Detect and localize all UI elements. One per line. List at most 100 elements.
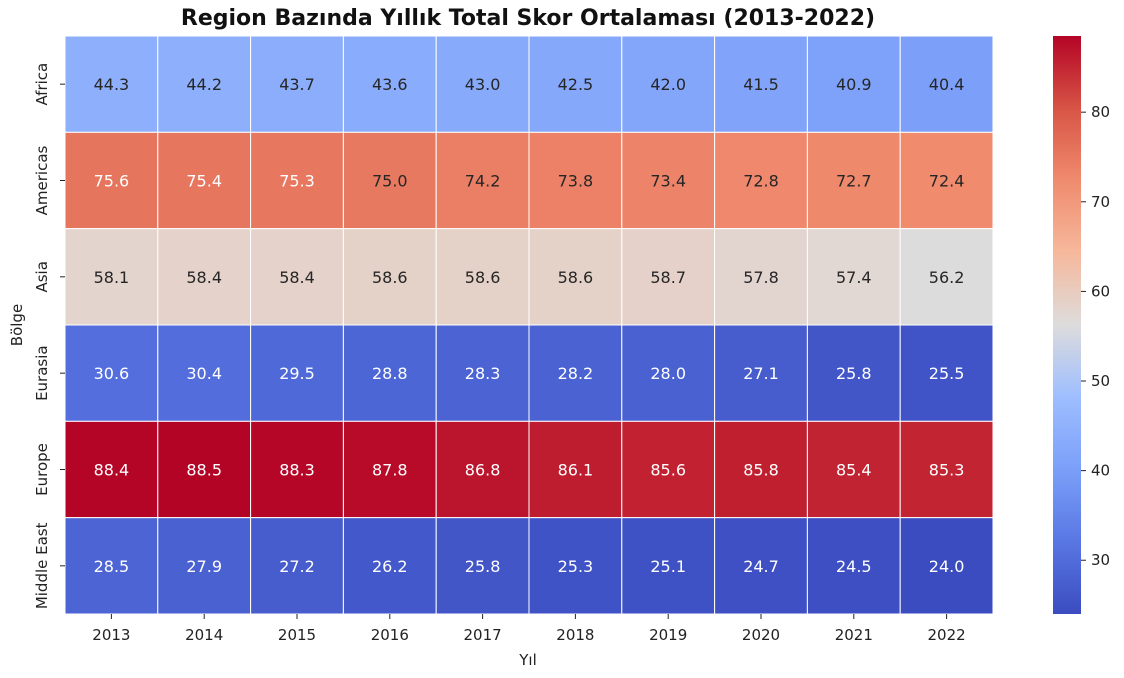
cell-value-label: 86.1 <box>558 461 594 480</box>
heatmap-cell-europe-2018 <box>528 420 623 519</box>
cell-value-label: 28.3 <box>465 364 501 383</box>
heatmap-cells <box>64 35 994 615</box>
cell-value-label: 44.3 <box>94 75 130 94</box>
heatmap-cell-asia-2017 <box>435 228 530 326</box>
heatmap-cell-americas-2021 <box>806 131 901 230</box>
heatmap-cell-asia-2019 <box>621 228 716 326</box>
heatmap-cell-middle-east-2013 <box>64 517 159 615</box>
cell-value-label: 85.3 <box>929 461 965 480</box>
heatmap-cell-europe-2017 <box>435 420 530 519</box>
cell-value-label: 43.6 <box>372 75 408 94</box>
cell-value-label: 25.1 <box>650 557 686 576</box>
cell-value-label: 85.4 <box>836 461 872 480</box>
y-tick-label: Asia <box>33 261 51 292</box>
heatmap-cell-eurasia-2019 <box>621 324 716 422</box>
cell-value-label: 25.8 <box>465 557 501 576</box>
cell-value-label: 73.8 <box>558 172 594 191</box>
heatmap-cell-africa-2014 <box>157 35 252 133</box>
y-axis-ticks: Africa Americas Asia Eurasia Europe Middle Ea… <box>33 63 65 609</box>
cell-value-label: 58.6 <box>465 268 501 287</box>
heatmap-cell-asia-2020 <box>714 228 808 326</box>
cell-value-label: 25.5 <box>929 364 965 383</box>
heatmap-cell-europe-2020 <box>714 420 808 519</box>
heatmap-cell-americas-2017 <box>435 131 530 230</box>
heatmap-cell-asia-2022 <box>899 228 994 326</box>
x-axis-ticks: 2013 2014 2015 2016 2017 2018 2019 2020 2021 2022 <box>92 614 966 644</box>
cell-value-label: 72.8 <box>743 172 779 191</box>
cell-value-label: 88.3 <box>279 461 315 480</box>
x-tick-label: 2018 <box>556 626 594 644</box>
cell-value-label: 44.2 <box>186 75 222 94</box>
heatmap-cell-europe-2021 <box>806 420 901 519</box>
cell-value-label: 75.3 <box>279 172 315 191</box>
heatmap-cell-middle-east-2018 <box>528 517 623 615</box>
cell-value-label: 28.5 <box>94 557 130 576</box>
cell-value-label: 27.2 <box>279 557 315 576</box>
heatmap-cell-africa-2015 <box>250 35 344 133</box>
heatmap-cell-middle-east-2021 <box>806 517 901 615</box>
heatmap-cell-americas-2014 <box>157 131 252 230</box>
y-tick-label: Eurasia <box>33 345 51 401</box>
y-tick-label: Americas <box>33 145 51 215</box>
cell-value-label: 58.4 <box>186 268 222 287</box>
cell-value-label: 28.0 <box>650 364 686 383</box>
colorbar-tick-label: 40 <box>1091 462 1110 480</box>
cell-value-label: 57.4 <box>836 268 872 287</box>
cell-value-label: 27.9 <box>186 557 222 576</box>
heatmap-cell-asia-2014 <box>157 228 252 326</box>
cell-value-label: 24.7 <box>743 557 779 576</box>
cell-value-label: 85.8 <box>743 461 779 480</box>
y-tick-label: Europe <box>33 443 51 496</box>
x-tick-label: 2015 <box>278 626 316 644</box>
cell-value-label: 58.7 <box>650 268 686 287</box>
heatmap-cell-americas-2016 <box>342 131 437 230</box>
cell-value-labels: 44.3 44.2 43.7 43.6 43.0 42.5 42.0 41.5 40.9 40.4… <box>94 75 965 576</box>
cell-value-label: 58.4 <box>279 268 315 287</box>
cell-value-label: 29.5 <box>279 364 315 383</box>
heatmap-cell-eurasia-2022 <box>899 324 994 422</box>
heatmap-cell-africa-2020 <box>714 35 808 133</box>
heatmap-cell-africa-2018 <box>528 35 623 133</box>
cell-value-label: 25.8 <box>836 364 872 383</box>
heatmap-cell-africa-2022 <box>899 35 994 133</box>
heatmap-cell-europe-2015 <box>250 420 344 519</box>
cell-value-label: 24.5 <box>836 557 872 576</box>
cell-value-label: 72.4 <box>929 172 965 191</box>
cell-value-label: 58.6 <box>558 268 594 287</box>
x-tick-label: 2014 <box>185 626 223 644</box>
heatmap-cell-americas-2015 <box>250 131 344 230</box>
colorbar-tick-label: 80 <box>1091 103 1110 121</box>
cell-value-label: 42.5 <box>558 75 594 94</box>
y-tick-label: Africa <box>33 63 51 106</box>
heatmap-cell-americas-2022 <box>899 131 994 230</box>
colorbar-tick-label: 70 <box>1091 193 1110 211</box>
x-tick-label: 2017 <box>464 626 502 644</box>
cell-value-label: 30.6 <box>94 364 130 383</box>
colorbar <box>1053 36 1081 614</box>
heatmap-cell-africa-2017 <box>435 35 530 133</box>
x-tick-label: 2019 <box>649 626 687 644</box>
cell-value-label: 27.1 <box>743 364 779 383</box>
y-axis-label: Bölge <box>8 304 26 346</box>
cell-value-label: 88.5 <box>186 461 222 480</box>
heatmap-cell-middle-east-2019 <box>621 517 716 615</box>
cell-value-label: 58.1 <box>94 268 130 287</box>
heatmap-cell-eurasia-2020 <box>714 324 808 422</box>
x-tick-label: 2016 <box>371 626 409 644</box>
heatmap-cell-eurasia-2018 <box>528 324 623 422</box>
cell-value-label: 58.6 <box>372 268 408 287</box>
cell-value-label: 56.2 <box>929 268 965 287</box>
cell-value-label: 73.4 <box>650 172 686 191</box>
heatmap-cell-eurasia-2017 <box>435 324 530 422</box>
heatmap-cell-africa-2013 <box>64 35 159 133</box>
cell-value-label: 57.8 <box>743 268 779 287</box>
cell-value-label: 24.0 <box>929 557 965 576</box>
chart-title: Region Bazında Yıllık Total Skor Ortalam… <box>181 6 875 31</box>
cell-value-label: 30.4 <box>186 364 222 383</box>
heatmap-cell-middle-east-2016 <box>342 517 437 615</box>
cell-value-label: 42.0 <box>650 75 686 94</box>
cell-value-label: 40.4 <box>929 75 965 94</box>
colorbar-ticks: 30 40 50 60 70 80 <box>1081 103 1110 569</box>
cell-value-label: 25.3 <box>558 557 594 576</box>
